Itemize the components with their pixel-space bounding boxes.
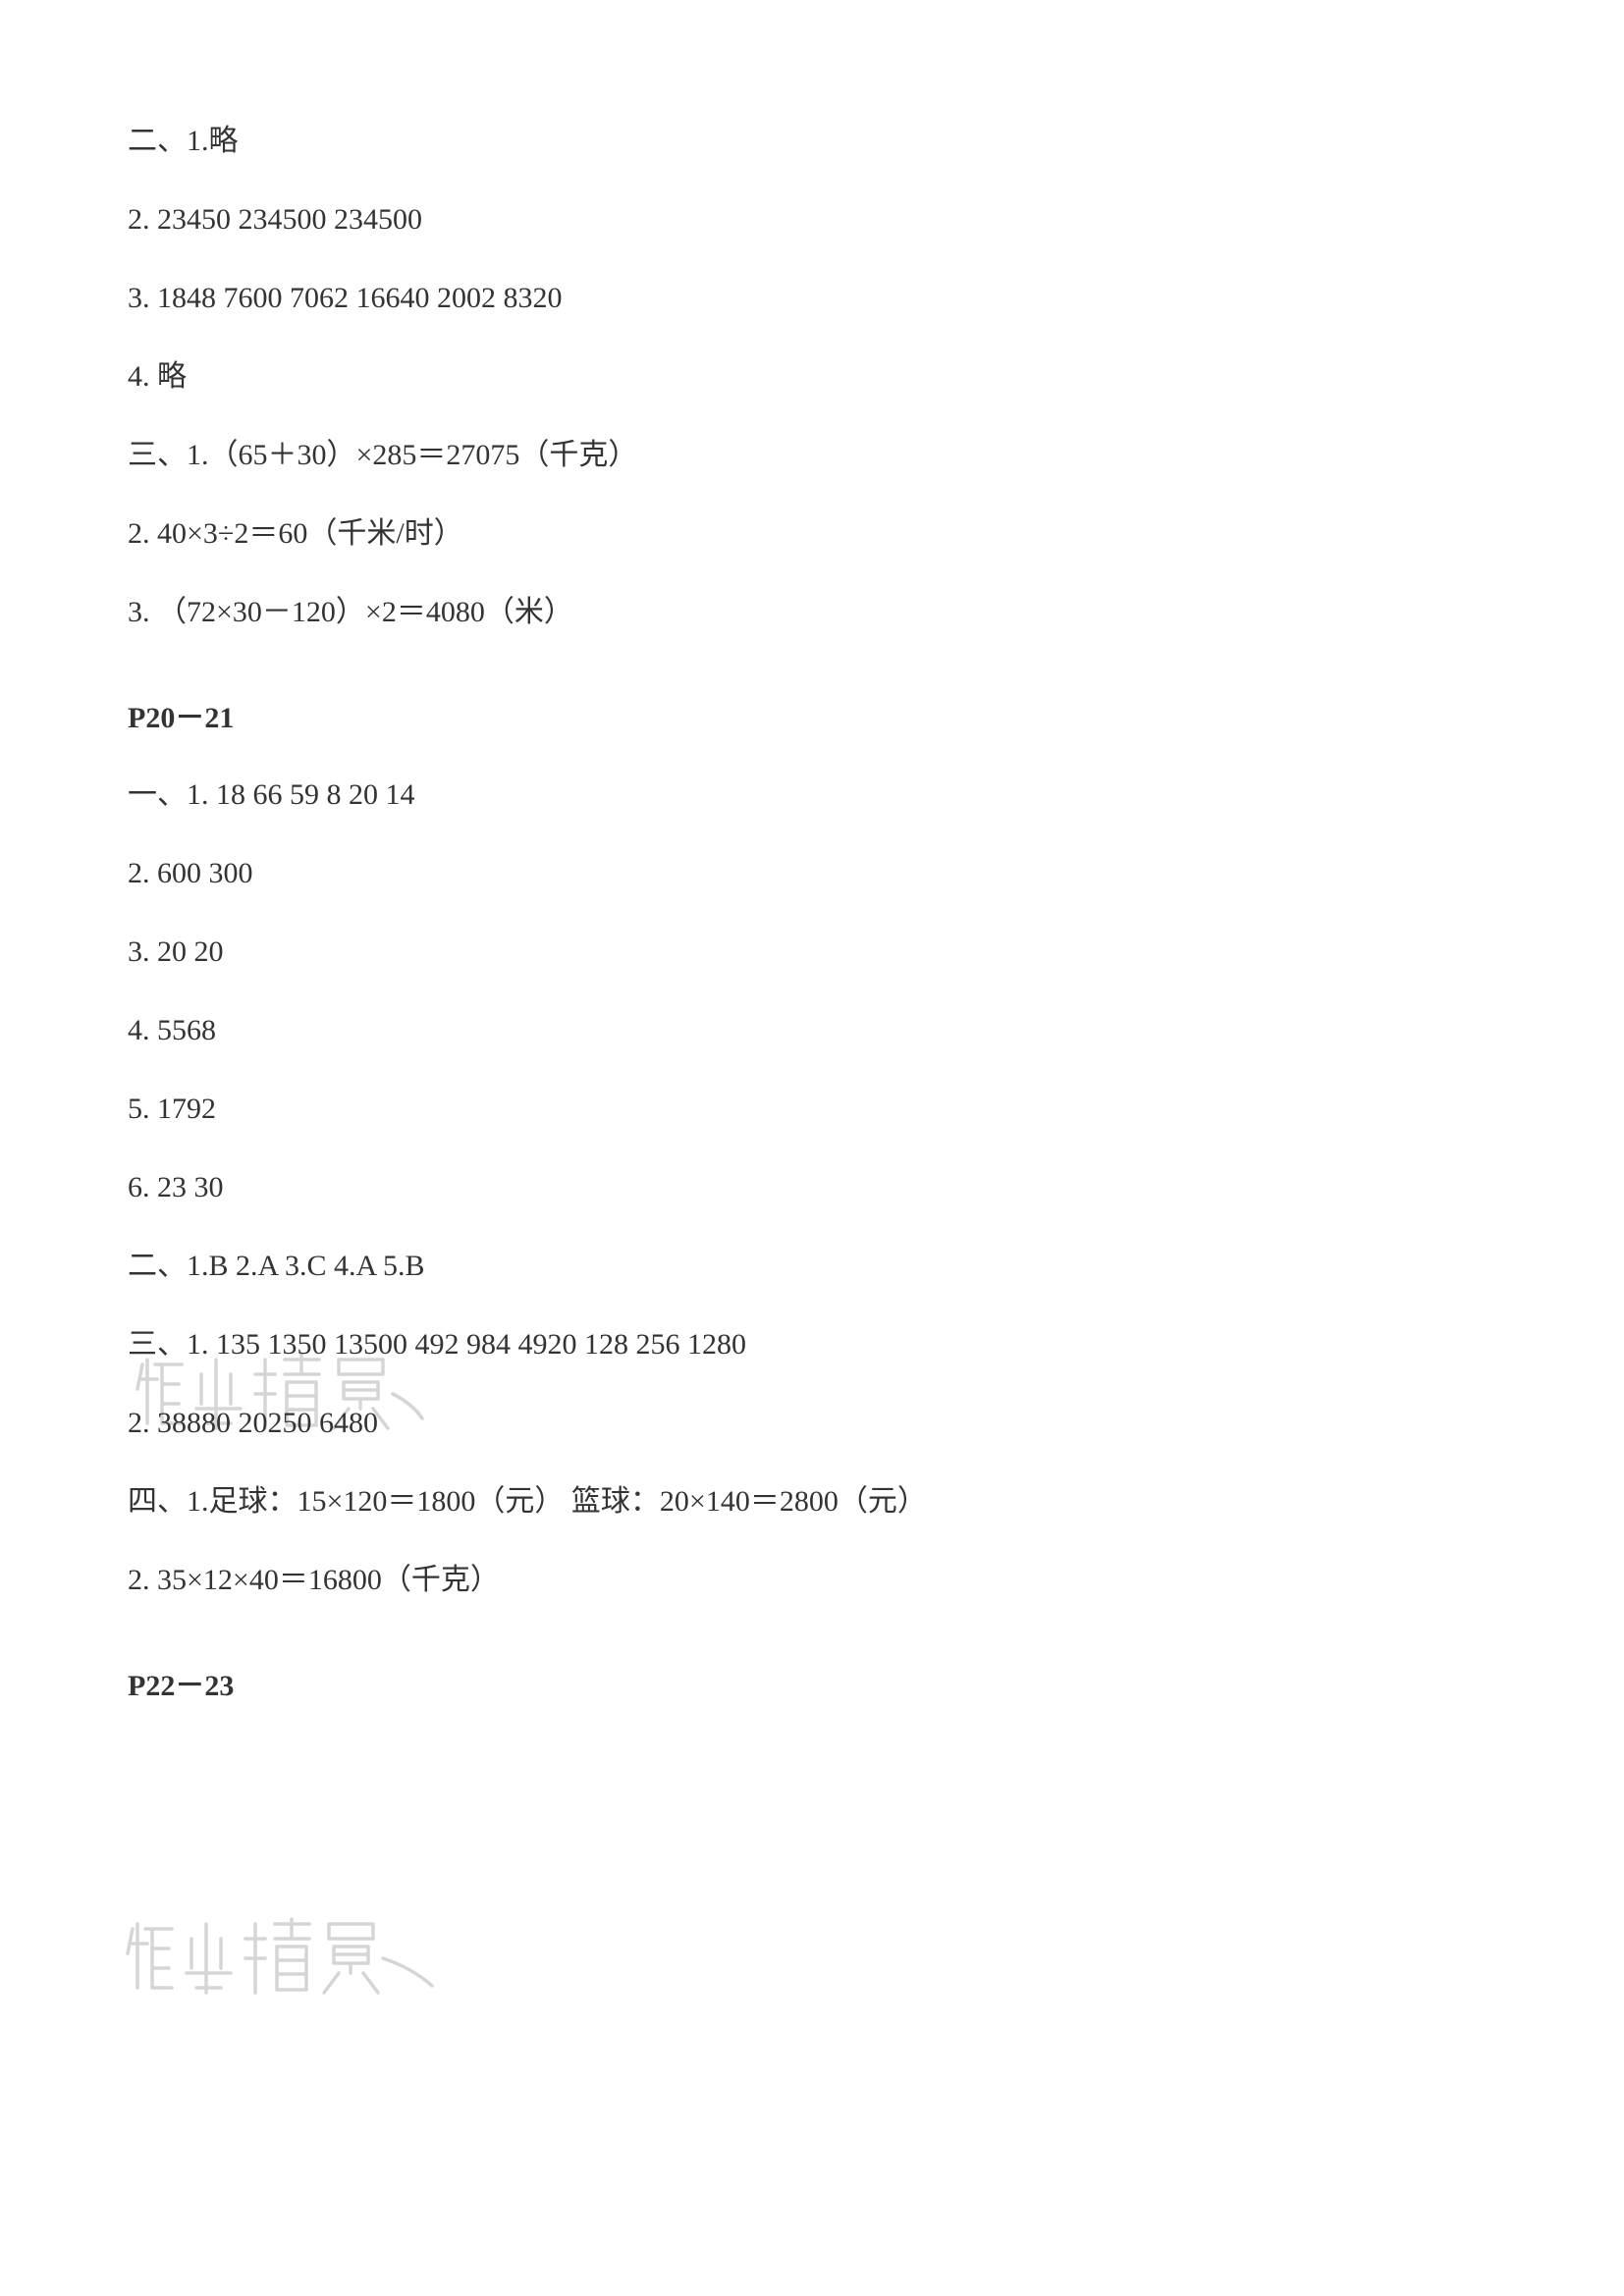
- answer-line: 二、1.略: [128, 118, 1496, 165]
- answer-line: 2. 600 300: [128, 850, 1496, 897]
- answer-line: 2. 38880 20250 6480: [128, 1400, 1496, 1447]
- answer-line: 3. （72×30－120）×2＝4080（米）: [128, 589, 1496, 636]
- answer-line: 一、1. 18 66 59 8 20 14: [128, 772, 1496, 819]
- answer-line: 2. 40×3÷2＝60（千米/时）: [128, 510, 1496, 558]
- answer-line: 三、1.（65＋30）×285＝27075（千克）: [128, 432, 1496, 479]
- answer-line: 三、1. 135 1350 13500 492 984 4920 128 256…: [128, 1321, 1496, 1368]
- section-header: P22－23: [128, 1663, 1496, 1710]
- answer-line: 4. 5568: [128, 1007, 1496, 1054]
- answer-block-1: 二、1.略 2. 23450 234500 234500 3. 1848 760…: [128, 118, 1496, 636]
- answer-line: 四、1.足球：15×120＝1800（元） 篮球：20×140＝2800（元）: [128, 1478, 1496, 1525]
- answer-line: 3. 1848 7600 7062 16640 2002 8320: [128, 275, 1496, 322]
- answer-line: 6. 23 30: [128, 1164, 1496, 1211]
- answer-line: 2. 23450 234500 234500: [128, 196, 1496, 243]
- answer-line: 4. 略: [128, 353, 1496, 400]
- answer-line: 5. 1792: [128, 1086, 1496, 1133]
- answer-block-2: 一、1. 18 66 59 8 20 14 2. 600 300 3. 20 2…: [128, 772, 1496, 1604]
- section-header: P20－21: [128, 695, 1496, 742]
- answer-line: 3. 20 20: [128, 929, 1496, 976]
- answer-line: 二、1.B 2.A 3.C 4.A 5.B: [128, 1243, 1496, 1290]
- answer-line: 2. 35×12×40＝16800（千克）: [128, 1557, 1496, 1604]
- watermark-icon: [118, 1909, 452, 2002]
